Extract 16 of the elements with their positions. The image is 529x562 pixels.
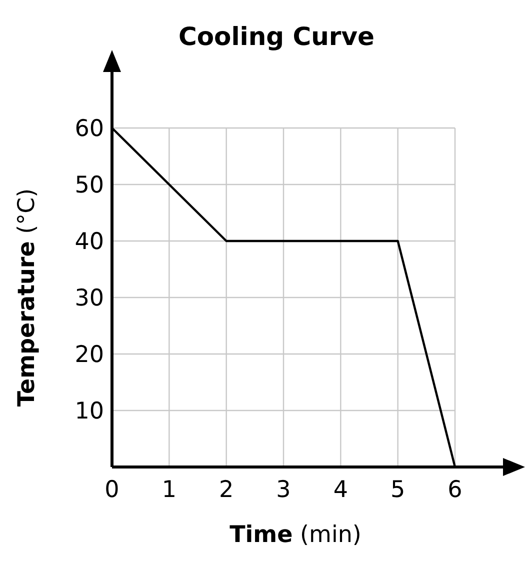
y-tick-label: 40 (74, 229, 104, 255)
y-axis-title: Temperature (°C) (14, 188, 40, 407)
x-tick-label: 4 (333, 477, 348, 503)
x-tick-label: 6 (448, 477, 462, 503)
y-tick-label: 10 (74, 398, 104, 424)
x-tick-label: 3 (276, 477, 291, 503)
x-tick-label: 1 (162, 477, 176, 503)
y-tick-label: 30 (74, 286, 104, 312)
y-tick-label: 60 (74, 116, 104, 142)
x-axis-title: Time (min) (230, 522, 362, 548)
x-tick-label: 5 (390, 477, 406, 503)
y-tick-label: 50 (74, 172, 104, 198)
x-tick-label: 2 (219, 477, 234, 503)
x-tick-label: 0 (104, 477, 120, 503)
y-tick-label: 20 (74, 342, 104, 368)
chart-title: Cooling Curve (178, 22, 374, 51)
